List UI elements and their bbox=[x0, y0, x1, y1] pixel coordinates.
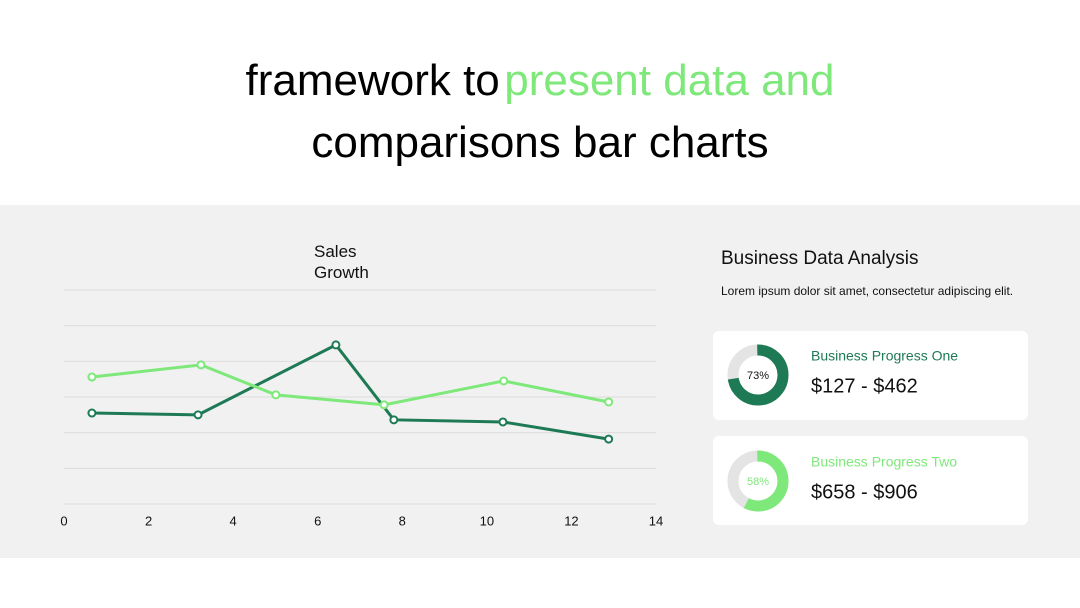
donut-arc bbox=[727, 450, 789, 512]
point-marker bbox=[196, 360, 206, 370]
x-tick-label: 14 bbox=[649, 513, 663, 528]
x-tick-label: 12 bbox=[564, 513, 578, 528]
title-green: present data and bbox=[504, 56, 835, 105]
series-line bbox=[91, 363, 609, 407]
point-marker bbox=[379, 400, 389, 410]
series-line bbox=[91, 343, 609, 441]
x-tick-label: 0 bbox=[60, 513, 67, 528]
card-range: $127 - $462 bbox=[811, 375, 918, 397]
point-marker bbox=[604, 434, 614, 444]
panel-title: Business Data Analysis bbox=[721, 248, 919, 269]
x-tick-label: 6 bbox=[314, 513, 321, 528]
point-marker bbox=[87, 408, 97, 418]
title-line-2: comparisons bar charts bbox=[311, 118, 769, 167]
point-marker bbox=[271, 390, 281, 400]
x-tick-label: 8 bbox=[399, 513, 406, 528]
card-range: $658 - $906 bbox=[811, 481, 918, 503]
donut-label: 58% bbox=[747, 476, 769, 488]
panel-text: Lorem ipsum dolor sit amet, consectetur … bbox=[721, 284, 1014, 298]
point-marker bbox=[193, 410, 203, 420]
card-title: Business Progress Two bbox=[811, 454, 957, 470]
point-marker bbox=[499, 376, 509, 386]
title-line-1: framework to present data and bbox=[0, 56, 1080, 106]
donut-label: 73% bbox=[747, 370, 769, 382]
point-marker bbox=[604, 397, 614, 407]
title-black: framework to bbox=[245, 56, 500, 105]
x-tick-label: 10 bbox=[480, 513, 494, 528]
donut-arc bbox=[727, 344, 789, 406]
point-marker bbox=[389, 415, 399, 425]
point-marker bbox=[87, 372, 97, 382]
x-tick-label: 4 bbox=[230, 513, 237, 528]
card-title: Business Progress One bbox=[811, 348, 958, 364]
x-tick-label: 2 bbox=[145, 513, 152, 528]
point-marker bbox=[498, 417, 508, 427]
chart-title: Sales Growth bbox=[314, 242, 369, 282]
point-marker bbox=[331, 340, 341, 350]
